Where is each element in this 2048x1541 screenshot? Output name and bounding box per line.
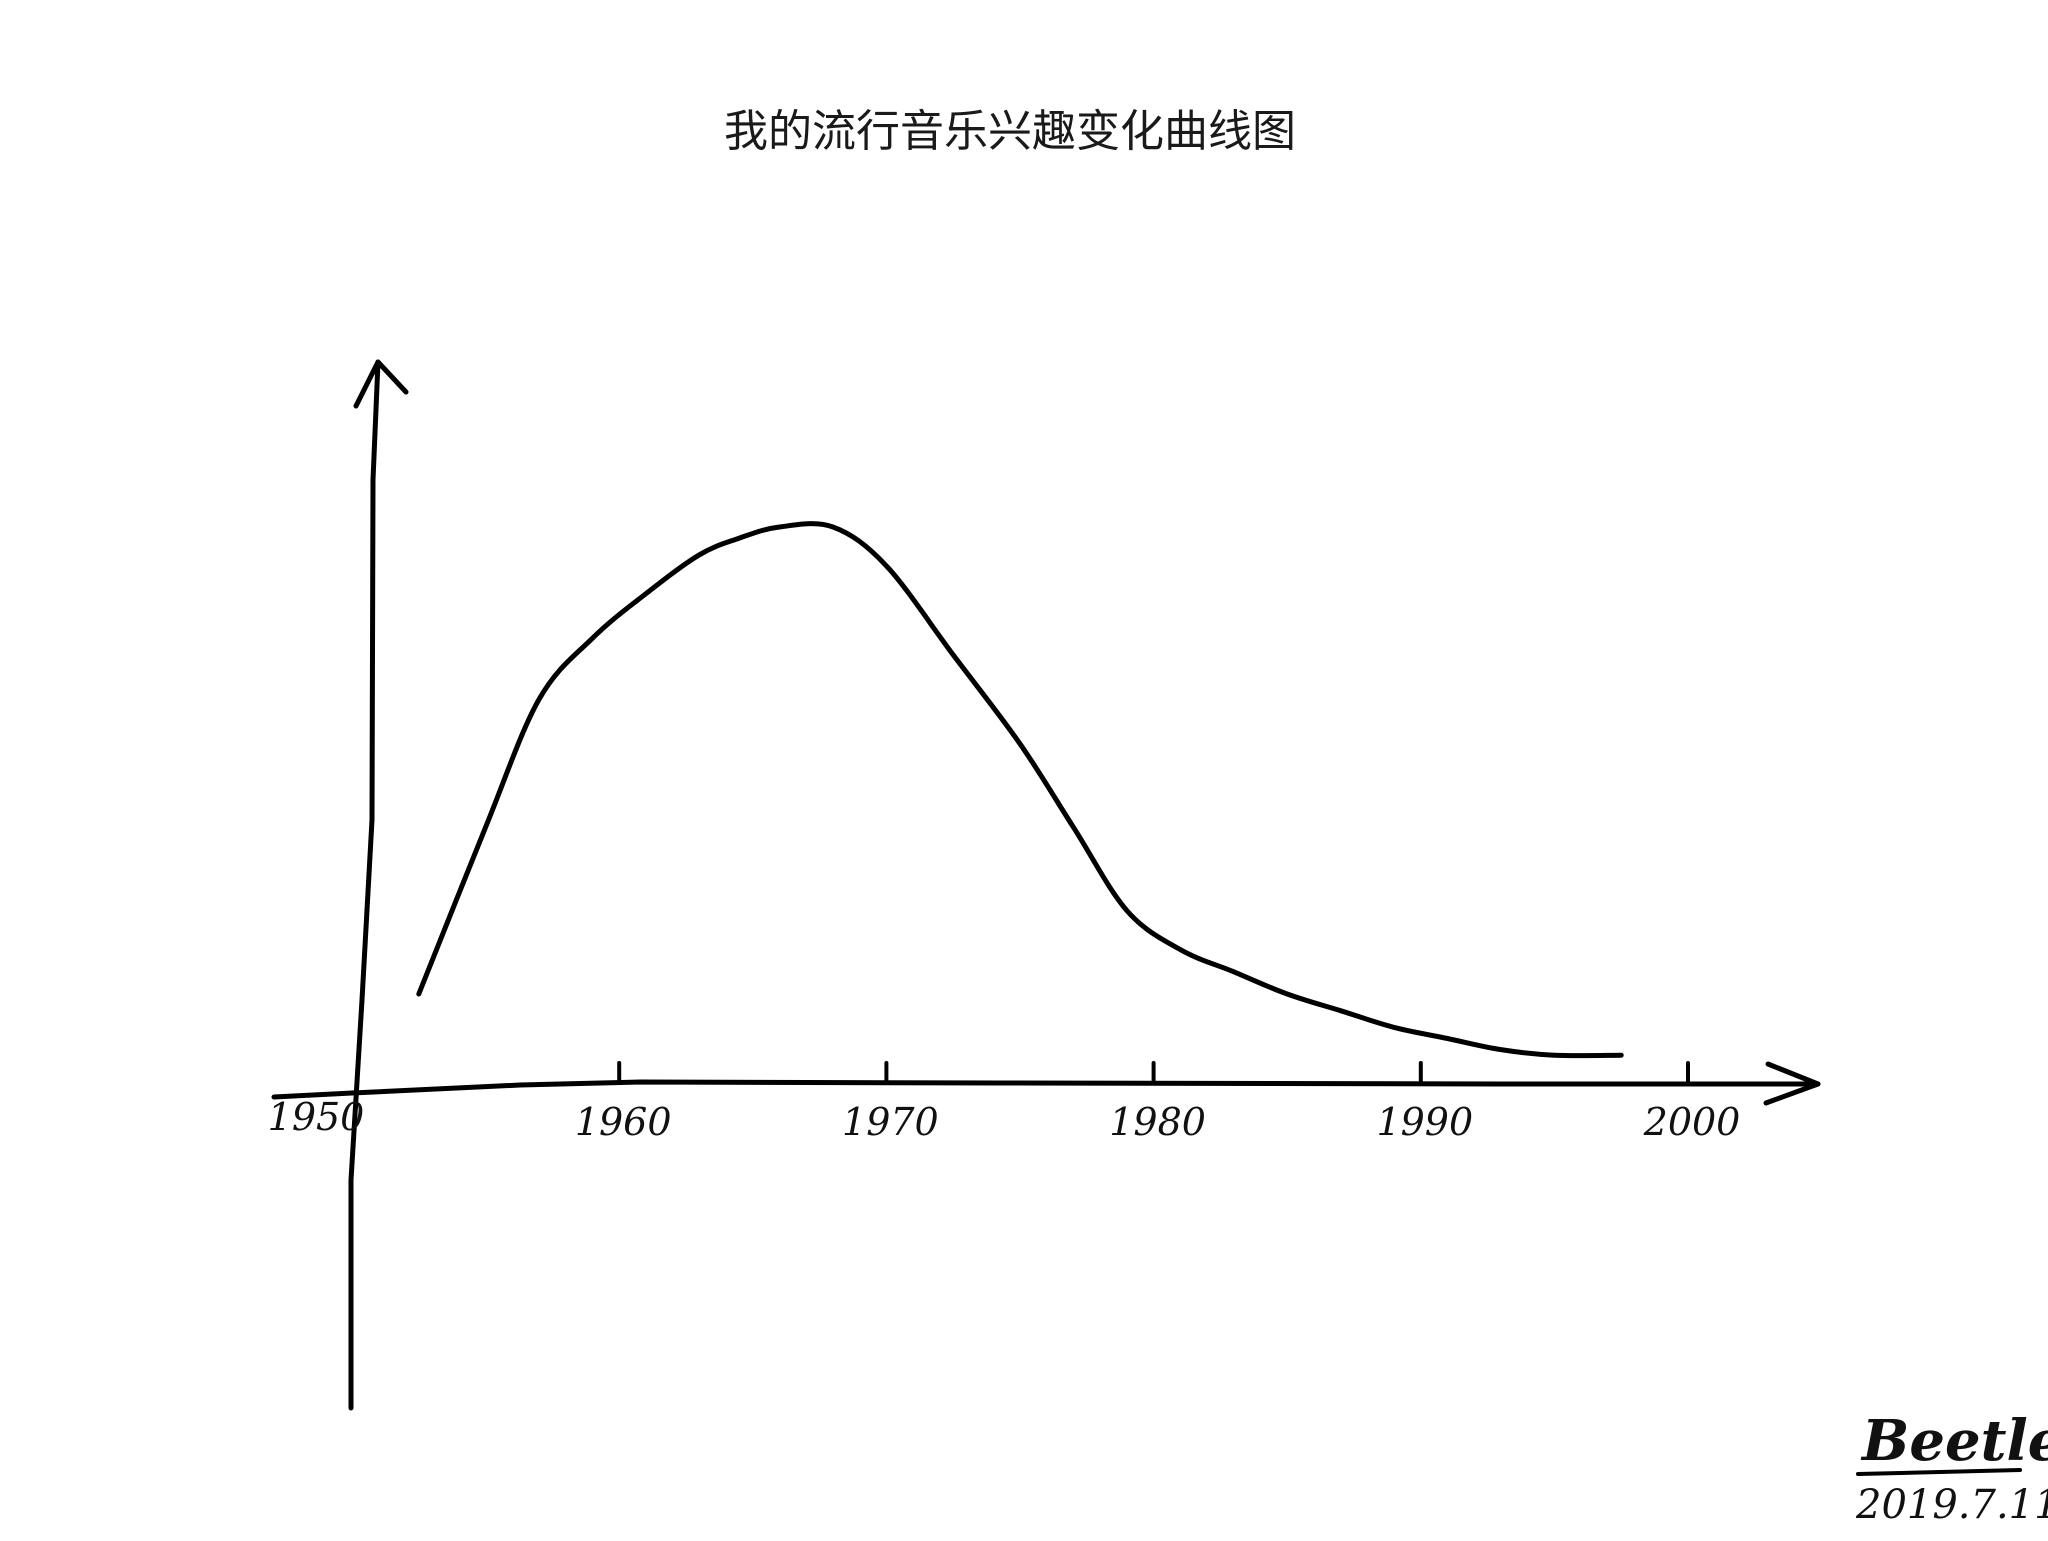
x-tick-label: 2000 (1643, 1100, 1741, 1144)
signature: Beetle 2019.7.11 (1855, 1408, 2048, 1528)
x-axis-tick-labels: 1950 1960 1970 1980 1990 2000 (268, 1095, 1741, 1144)
x-axis-ticks (617, 1061, 1690, 1083)
series-group (416, 521, 1624, 1059)
signature-date: 2019.7.11 (1855, 1482, 2048, 1528)
y-axis-arrowhead (353, 359, 409, 409)
signature-underline (1856, 1468, 2022, 1476)
y-axis (348, 359, 409, 1411)
chart-title: 我的流行音乐兴趣变化曲线图 (724, 106, 1296, 157)
x-tick-label: 1970 (842, 1100, 939, 1144)
y-axis-line (348, 359, 381, 1411)
series-line (416, 521, 1624, 1059)
signature-name: Beetle (1860, 1408, 2048, 1474)
x-axis (271, 1061, 1821, 1106)
x-tick-label: 1950 (268, 1095, 365, 1139)
x-axis-line (271, 1079, 1821, 1100)
x-axis-arrowhead (1763, 1061, 1821, 1106)
x-tick-label: 1960 (575, 1100, 672, 1144)
x-tick-label: 1990 (1376, 1100, 1473, 1144)
x-tick-label: 1980 (1109, 1100, 1206, 1144)
